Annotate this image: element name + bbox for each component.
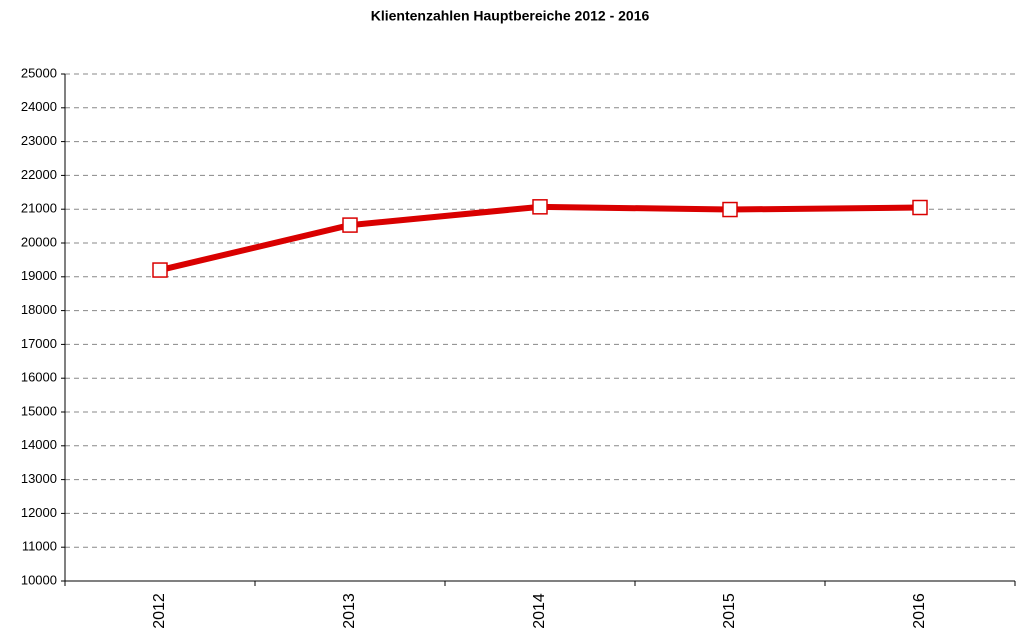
- y-tick-label: 11000: [22, 539, 57, 554]
- y-tick-label: 23000: [21, 133, 57, 148]
- y-tick-label: 13000: [21, 471, 57, 486]
- y-tick-label: 24000: [21, 99, 57, 114]
- y-tick-label: 18000: [21, 302, 57, 317]
- x-tick-label: 2015: [721, 593, 738, 629]
- marker: [912, 199, 928, 216]
- x-tick-label: 2014: [531, 593, 548, 629]
- y-tick-label: 19000: [21, 268, 57, 283]
- y-tick-label: 21000: [21, 201, 57, 216]
- line: [159, 203, 921, 273]
- y-tick-label: 14000: [21, 437, 57, 452]
- y-tick-label: 25000: [21, 65, 57, 80]
- x-tick-label: 2016: [911, 593, 928, 629]
- marker: [342, 217, 358, 233]
- y-tick-label: 12000: [21, 505, 57, 520]
- y-tick-label: 15000: [21, 403, 57, 418]
- y-tick-label: 20000: [21, 234, 57, 249]
- marker: [532, 199, 548, 215]
- y-tick-label: 16000: [21, 370, 57, 385]
- y-tick-label: 17000: [21, 336, 57, 351]
- marker: [722, 201, 738, 218]
- marker: [152, 262, 168, 278]
- chart-title: Klientenzahlen Hauptbereiche 2012 - 2016: [371, 8, 650, 24]
- x-tick-label: 2012: [151, 593, 168, 629]
- y-tick-label: 22000: [21, 167, 57, 182]
- y-tick-label: 10000: [21, 572, 57, 587]
- x-tick-label: 2013: [341, 593, 358, 629]
